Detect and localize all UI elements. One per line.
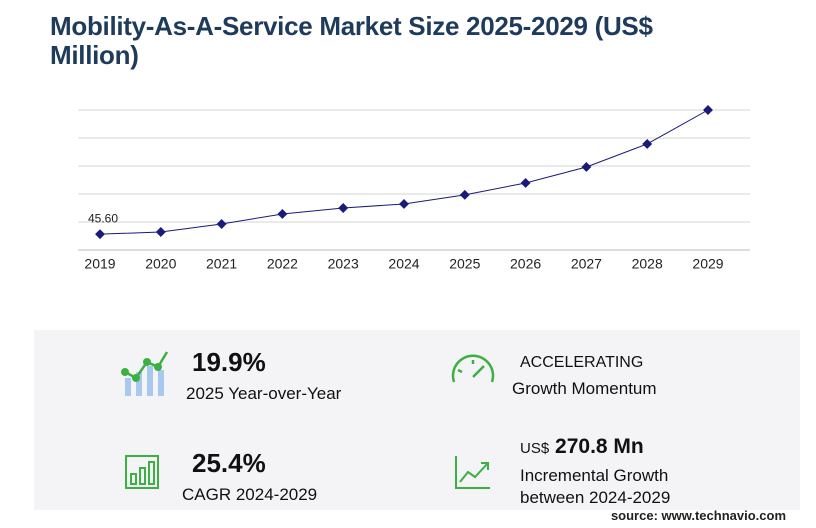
point [399,199,409,209]
momentum-label: Growth Momentum [512,379,657,398]
cagr-label: CAGR 2024-2029 [182,485,318,504]
amount: 270.8 Mn [555,435,644,458]
yoy-label: 2025 Year-over-Year [186,384,342,403]
gauge-icon [451,354,495,383]
point [459,189,470,200]
growth-icon [455,456,490,489]
incremental-label: Incremental Growth [520,466,669,485]
cagr-value: 25.4% [192,448,266,478]
point [338,203,349,213]
x-tick-label: 2021 [206,256,237,272]
cagr-icon [125,455,159,489]
x-tick-label: 2023 [328,256,359,272]
x-tick-label: 2024 [388,256,419,272]
x-tick-label: 2019 [84,256,115,272]
point [277,209,288,219]
yoy-icon [121,351,169,396]
x-tick-label: 2026 [510,256,541,272]
x-tick-label: 2020 [145,256,176,272]
x-tick-label: 2025 [449,256,480,272]
incremental-value: US$ 270.8 Mn [520,435,644,459]
x-tick-label: 2027 [571,256,602,272]
yoy-value: 19.9% [192,347,266,377]
point [216,219,227,229]
x-tick-label: 2029 [692,256,723,272]
point [642,139,653,149]
point [703,105,713,115]
chart: 2019 2020 2021 2022 2023 2024 2025 2026 2027 2028… [78,105,750,272]
momentum-value: ACCELERATING [520,354,644,371]
source: source: www.technavio.com [610,508,786,523]
point [155,227,166,237]
x-tick-label: 2028 [632,256,663,272]
x-tick-label: 2022 [267,256,298,272]
point [520,178,531,188]
point [95,229,105,240]
value-label: 45.60 [88,211,118,225]
point [581,162,592,172]
incremental-period: between 2024-2029 [520,488,671,507]
title: Mobility-As-A-Service Market Size 2025-2… [50,11,653,70]
currency: US$ [520,440,550,457]
